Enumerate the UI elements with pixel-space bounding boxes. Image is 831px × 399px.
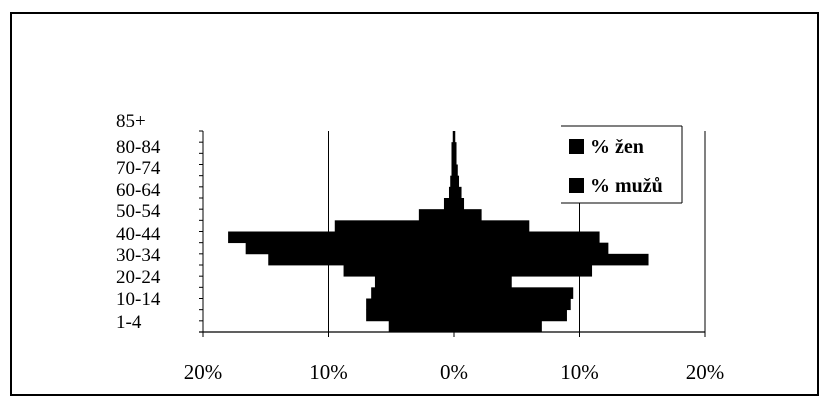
bar-men-20-24 [454, 276, 512, 288]
y-tick-labels: 85+ 80-8470-7460-6450-5440-4430-3420-2410… [116, 111, 161, 333]
bar-men-30-34 [454, 253, 649, 266]
bar-women-75-79 [451, 153, 454, 165]
bar-men-35-39 [454, 242, 609, 255]
bar-men-15-19 [454, 287, 574, 299]
bar-men-55-59 [454, 198, 465, 210]
x-tick-label-4: 20% [686, 360, 725, 384]
y-tick-label-3: 60-64 [116, 180, 161, 201]
bar-men-50-54 [454, 209, 482, 221]
bar-men-1-4 [454, 320, 542, 333]
bar-men-10-14 [454, 298, 571, 311]
bars-men [454, 131, 649, 333]
bar-women-50-54 [418, 209, 454, 221]
bar-women-85+ [452, 131, 455, 143]
y-tick-label-2: 70-74 [116, 158, 161, 179]
y-tick-label-8: 10-14 [116, 289, 161, 310]
legend-swatch-men [569, 178, 584, 193]
x-tick-label-0: 20% [184, 360, 223, 384]
bar-women-10-14 [366, 298, 454, 311]
x-tick-labels: 20% 10% 0% 10% 20% [184, 360, 725, 384]
bar-men-85+ [454, 131, 456, 143]
y-tick-label-4: 50-54 [116, 201, 161, 222]
bar-men-40-44 [454, 231, 600, 244]
bar-women-1-4 [388, 320, 454, 333]
x-tick-label-1: 10% [309, 360, 348, 384]
bar-women-70-74 [451, 164, 454, 177]
y-tick-label-0: 85+ [116, 111, 146, 132]
legend: % žen % mužů [561, 125, 683, 204]
x-tick-label-3: 10% [560, 360, 599, 384]
axes [199, 130, 706, 337]
bar-women-25-29 [343, 265, 454, 277]
bar-men-70-74 [454, 164, 458, 177]
bar-women-15-19 [371, 287, 454, 299]
bar-women-80-84 [451, 142, 454, 154]
legend-label-men: % mužů [590, 175, 663, 197]
bar-women-55-59 [443, 198, 454, 210]
bar-men-5-9 [454, 309, 567, 322]
bar-men-60-64 [454, 186, 462, 199]
legend-label-women: % žen [590, 136, 644, 158]
bar-men-80-84 [454, 142, 457, 154]
bar-women-45-49 [334, 220, 454, 232]
y-tick-label-6: 30-34 [116, 245, 161, 266]
legend-swatch-women [569, 139, 584, 154]
y-tick-label-7: 20-24 [116, 267, 161, 288]
x-tick-label-2: 0% [440, 360, 468, 384]
bar-women-20-24 [374, 276, 454, 288]
bar-men-25-29 [454, 265, 593, 277]
bar-men-75-79 [454, 153, 457, 165]
bar-women-30-34 [268, 253, 454, 266]
bar-women-65-69 [450, 175, 455, 188]
bars-women [228, 131, 455, 333]
bar-men-65-69 [454, 175, 460, 188]
y-tick-label-5: 40-44 [116, 224, 161, 245]
y-tick-label-1: 80-84 [116, 137, 161, 158]
bar-women-35-39 [245, 242, 454, 255]
bar-women-40-44 [228, 231, 454, 244]
bar-women-60-64 [448, 186, 454, 199]
bar-women-5-9 [366, 309, 454, 322]
bar-men-45-49 [454, 220, 530, 232]
y-tick-label-9: 1-4 [116, 312, 142, 333]
